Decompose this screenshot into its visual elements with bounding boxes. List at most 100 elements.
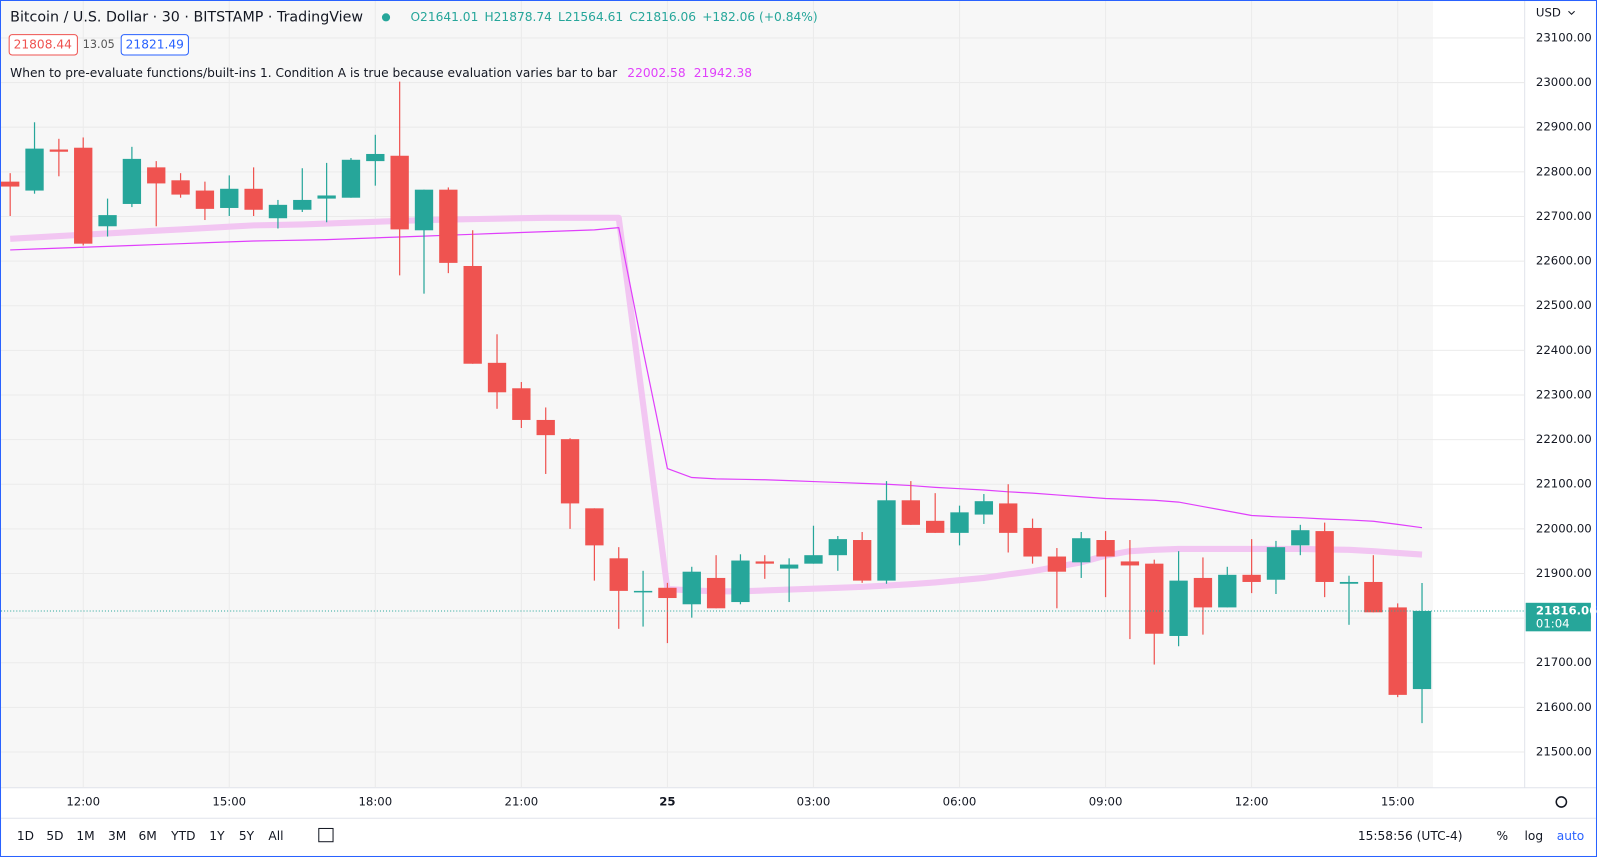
candle-body: [585, 508, 604, 546]
candle-body: [633, 590, 653, 593]
range-button[interactable]: 1D: [17, 829, 34, 843]
scale-option[interactable]: log: [1525, 829, 1544, 843]
ask[interactable]: 21821.49: [126, 37, 184, 51]
ohlc-low: L21564.61: [558, 10, 623, 24]
candle-body: [1193, 577, 1213, 608]
candle-body: [1339, 581, 1359, 584]
candle-body: [171, 180, 190, 195]
currency[interactable]: USD: [1536, 6, 1561, 20]
candle-body: [1145, 563, 1164, 634]
ask-box[interactable]: [120, 34, 189, 56]
x-tick-label: 03:00: [797, 794, 831, 808]
candle-body: [779, 564, 799, 569]
candle-body: [341, 159, 361, 198]
candle-body: [463, 265, 482, 364]
bid-box[interactable]: [8, 34, 78, 56]
bid[interactable]: 21808.44: [14, 37, 73, 51]
ohlc-open: O21641.01: [410, 10, 478, 24]
candle-body: [755, 561, 774, 564]
plot-bg: [1, 1, 1434, 788]
indicator-title: When to pre-evaluate functions/built-ins…: [10, 66, 618, 80]
date-range-icon[interactable]: [318, 827, 334, 843]
candle-body: [366, 153, 385, 162]
candle-body: [439, 189, 458, 263]
last-price: 21816.06: [1536, 603, 1597, 617]
candle-body: [1412, 610, 1432, 690]
ohlc-change: +182.06 (+0.84%): [702, 10, 817, 24]
candle-body: [147, 167, 166, 184]
candle-body: [414, 189, 434, 231]
ohlc-close: C21816.06: [629, 10, 696, 24]
candle-body: [98, 215, 117, 227]
candle-body: [609, 558, 628, 591]
settings-icon[interactable]: [1555, 796, 1568, 808]
candle-body: [1023, 527, 1042, 557]
candle-body: [1072, 538, 1091, 563]
candle-body: [122, 158, 142, 204]
y-tick-label: 22300.00: [1536, 387, 1592, 401]
candle-body: [220, 188, 239, 208]
range-button[interactable]: 5D: [46, 829, 63, 843]
candle-body: [244, 188, 263, 210]
y-tick-label: 21700.00: [1536, 655, 1592, 669]
y-tick-label: 22000.00: [1536, 521, 1592, 535]
y-tick-label: 21500.00: [1536, 745, 1592, 759]
candle-body: [1120, 561, 1140, 566]
candle-body: [999, 503, 1018, 533]
candle-body: [901, 500, 921, 525]
y-tick-label: 23000.00: [1536, 75, 1592, 89]
clock: 15:58:56 (UTC-4): [1358, 829, 1463, 843]
candle-body: [390, 155, 409, 230]
range-button[interactable]: All: [268, 829, 283, 843]
x-tick-label: 09:00: [1089, 794, 1123, 808]
candle-body: [1096, 540, 1115, 557]
y-tick-label: 21600.00: [1536, 700, 1592, 714]
candle-body: [950, 512, 969, 533]
candle-body: [74, 147, 93, 244]
candle-body: [49, 149, 69, 152]
candle-body: [658, 587, 677, 599]
range-button[interactable]: 3M: [108, 829, 126, 843]
range-button[interactable]: 1Y: [209, 829, 225, 843]
range-button[interactable]: 5Y: [239, 829, 255, 843]
candle-body: [1218, 574, 1237, 608]
x-tick-label: 06:00: [943, 794, 977, 808]
y-tick-label: 22200.00: [1536, 432, 1592, 446]
market-status: [381, 13, 391, 22]
range-button[interactable]: YTD: [170, 829, 195, 843]
candle-body: [195, 190, 215, 209]
spread: 13.05: [83, 38, 115, 51]
indicator-value: 21942.38: [694, 66, 752, 80]
last-price-box: [1525, 602, 1591, 632]
range-button[interactable]: 1M: [76, 829, 94, 843]
candle-body: [487, 362, 507, 393]
countdown: 01:04: [1536, 617, 1570, 631]
x-tick-label: 15:00: [212, 794, 246, 808]
candle-body: [1169, 580, 1188, 636]
candle-body: [1315, 531, 1334, 582]
y-tick-label: 22400.00: [1536, 343, 1592, 357]
symbol-title: Bitcoin / U.S. Dollar · 30 · BITSTAMP · …: [10, 9, 363, 25]
y-tick-label: 21900.00: [1536, 566, 1592, 580]
candle-body: [268, 204, 288, 219]
y-tick-label: 22500.00: [1536, 298, 1592, 312]
range-button[interactable]: 6M: [139, 829, 157, 843]
y-tick-label: 22700.00: [1536, 209, 1592, 223]
candle-body: [974, 501, 994, 515]
candle-body: [317, 195, 336, 199]
indicator-value: 22002.58: [627, 66, 685, 80]
candle-body: [25, 148, 44, 191]
x-tick-label: 12:00: [1235, 794, 1269, 808]
candle-body: [560, 439, 580, 504]
candle-body: [1364, 581, 1383, 613]
scale-option[interactable]: %: [1496, 829, 1508, 843]
y-tick-label: 22100.00: [1536, 477, 1592, 491]
candle-body: [731, 560, 750, 603]
candle-body: [1266, 547, 1286, 580]
indicator-line: [10, 226, 1423, 529]
x-tick-label: 18:00: [358, 794, 392, 808]
x-tick-label: 12:00: [66, 794, 100, 808]
candle-body: [852, 540, 872, 581]
scale-option[interactable]: auto: [1557, 829, 1584, 843]
